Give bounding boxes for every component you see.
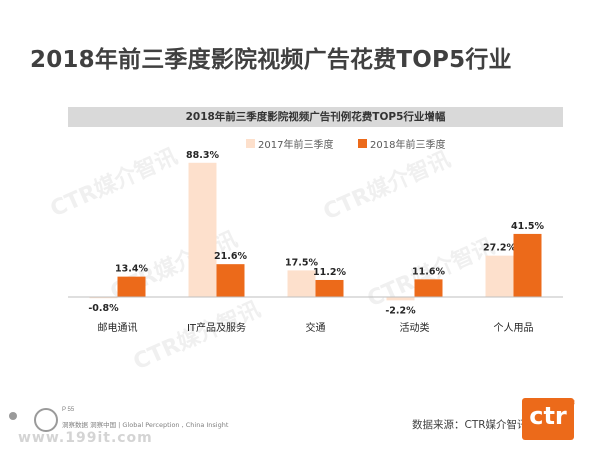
x-tick-label-3: 活动类 [400, 321, 430, 334]
x-tick-label-4: 个人用品 [494, 322, 534, 334]
bar-2017-2 [287, 270, 316, 297]
bar-2018-2 [315, 279, 344, 297]
footer-seal-dot [9, 412, 17, 420]
data-label-2017-2: 17.5% [285, 257, 318, 268]
bar-2018-1 [216, 264, 245, 297]
bar-2017-3 [386, 297, 415, 301]
bar-2017-4 [485, 255, 514, 297]
data-label-2017-4: 27.2% [483, 243, 516, 254]
legend-swatch-2018 [358, 139, 367, 148]
data-label-2017-0: -0.8% [88, 303, 119, 314]
ctr-logo [522, 398, 574, 440]
data-source: 数据来源：CTR媒介智讯 [412, 419, 528, 431]
data-label-2018-4: 41.5% [511, 221, 544, 232]
bar-2018-0 [117, 276, 146, 297]
data-label-2018-2: 11.2% [313, 267, 346, 278]
data-label-2018-0: 13.4% [115, 264, 148, 275]
legend-item-2018: 2018年前三季度 [358, 136, 445, 151]
chart-title-band [68, 107, 563, 127]
x-tick-label-0: 邮电通讯 [98, 321, 138, 334]
bar-2018-4 [513, 233, 542, 297]
x-tick-label-1: IT产品及服务 [187, 321, 246, 334]
legend-label-2018: 2018年前三季度 [370, 140, 446, 151]
bar-2017-1 [188, 162, 217, 297]
data-label-2017-1: 88.3% [186, 150, 219, 161]
data-label-2017-3: -2.2% [385, 305, 416, 316]
bar-2018-3 [414, 279, 443, 297]
legend-item-2017: 2017年前三季度 [246, 136, 333, 151]
data-label-2018-1: 21.6% [214, 251, 247, 262]
chart-legend: 2017年前三季度 2018年前三季度 [0, 136, 600, 151]
registered-mark: ® [570, 400, 576, 407]
footer-tagline: 洞察数据 洞察中国 | Global Perception , China In… [62, 421, 229, 429]
page-title: 2018年前三季度影院视频广告花费TOP5行业 [30, 47, 512, 73]
data-label-2018-3: 11.6% [412, 266, 445, 277]
page-number: P 55 [62, 407, 75, 413]
legend-swatch-2017 [246, 139, 255, 148]
x-tick-label-2: 交通 [306, 321, 326, 334]
footer-seal-logo [34, 408, 58, 432]
ctr-logo-text: ctr [529, 402, 567, 430]
legend-label-2017: 2017年前三季度 [258, 140, 334, 151]
site-watermark: www.199it.com [18, 430, 153, 446]
chart-title: 2018年前三季度影院视频广告刊例花费TOP5行业增幅 [185, 111, 446, 123]
bar-2017-0 [89, 297, 118, 299]
